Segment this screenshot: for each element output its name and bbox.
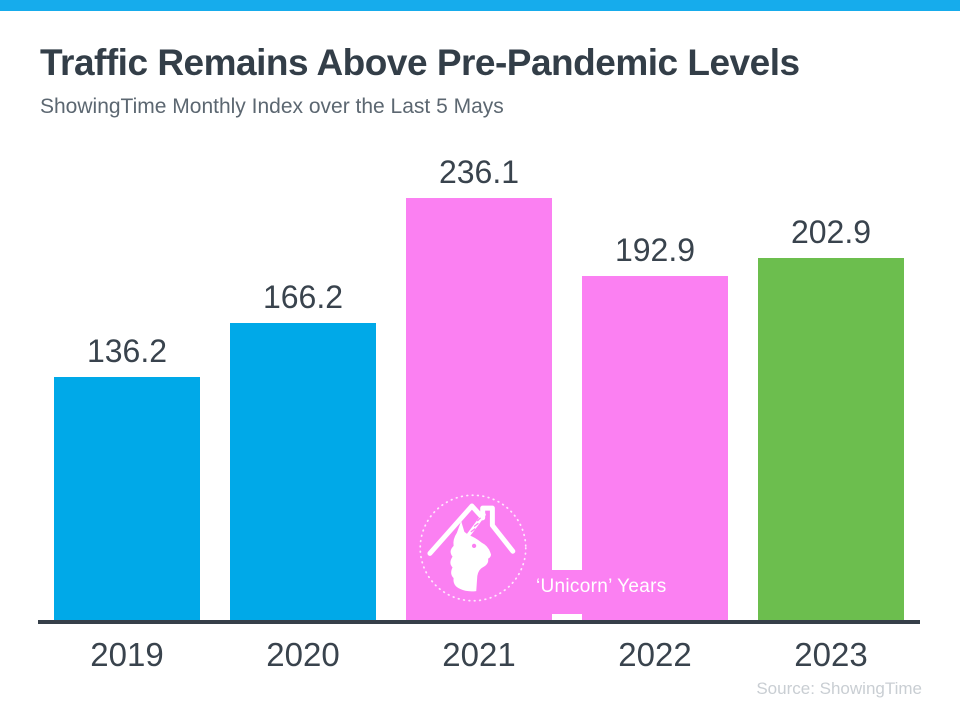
bar-2022 xyxy=(582,276,728,620)
x-tick-2023: 2023 xyxy=(794,636,868,673)
bar-2023 xyxy=(758,258,904,620)
chart-title: Traffic Remains Above Pre-Pandemic Level… xyxy=(40,42,800,83)
value-label-2022: 192.9 xyxy=(614,232,696,268)
value-label-2020: 166.2 xyxy=(262,279,344,315)
x-axis-line xyxy=(38,620,920,624)
bar-2020 xyxy=(230,323,376,620)
x-tick-2020: 2020 xyxy=(266,636,340,673)
chart-subtitle: ShowingTime Monthly Index over the Last … xyxy=(40,95,504,118)
bar-2019 xyxy=(54,377,200,620)
value-label-2023: 202.9 xyxy=(790,214,872,250)
x-tick-2021: 2021 xyxy=(442,636,516,673)
top-accent-strip xyxy=(0,0,960,11)
unicorn-years-bridge xyxy=(540,570,618,614)
x-tick-2019: 2019 xyxy=(90,636,164,673)
unicorn-house-icon xyxy=(417,492,529,604)
x-tick-2022: 2022 xyxy=(618,636,692,673)
unicorn-years-caption: ‘Unicorn’ Years xyxy=(536,576,667,597)
source-credit: Source: ShowingTime xyxy=(756,679,922,698)
value-label-2019: 136.2 xyxy=(86,333,168,369)
value-label-2021: 236.1 xyxy=(438,154,520,190)
